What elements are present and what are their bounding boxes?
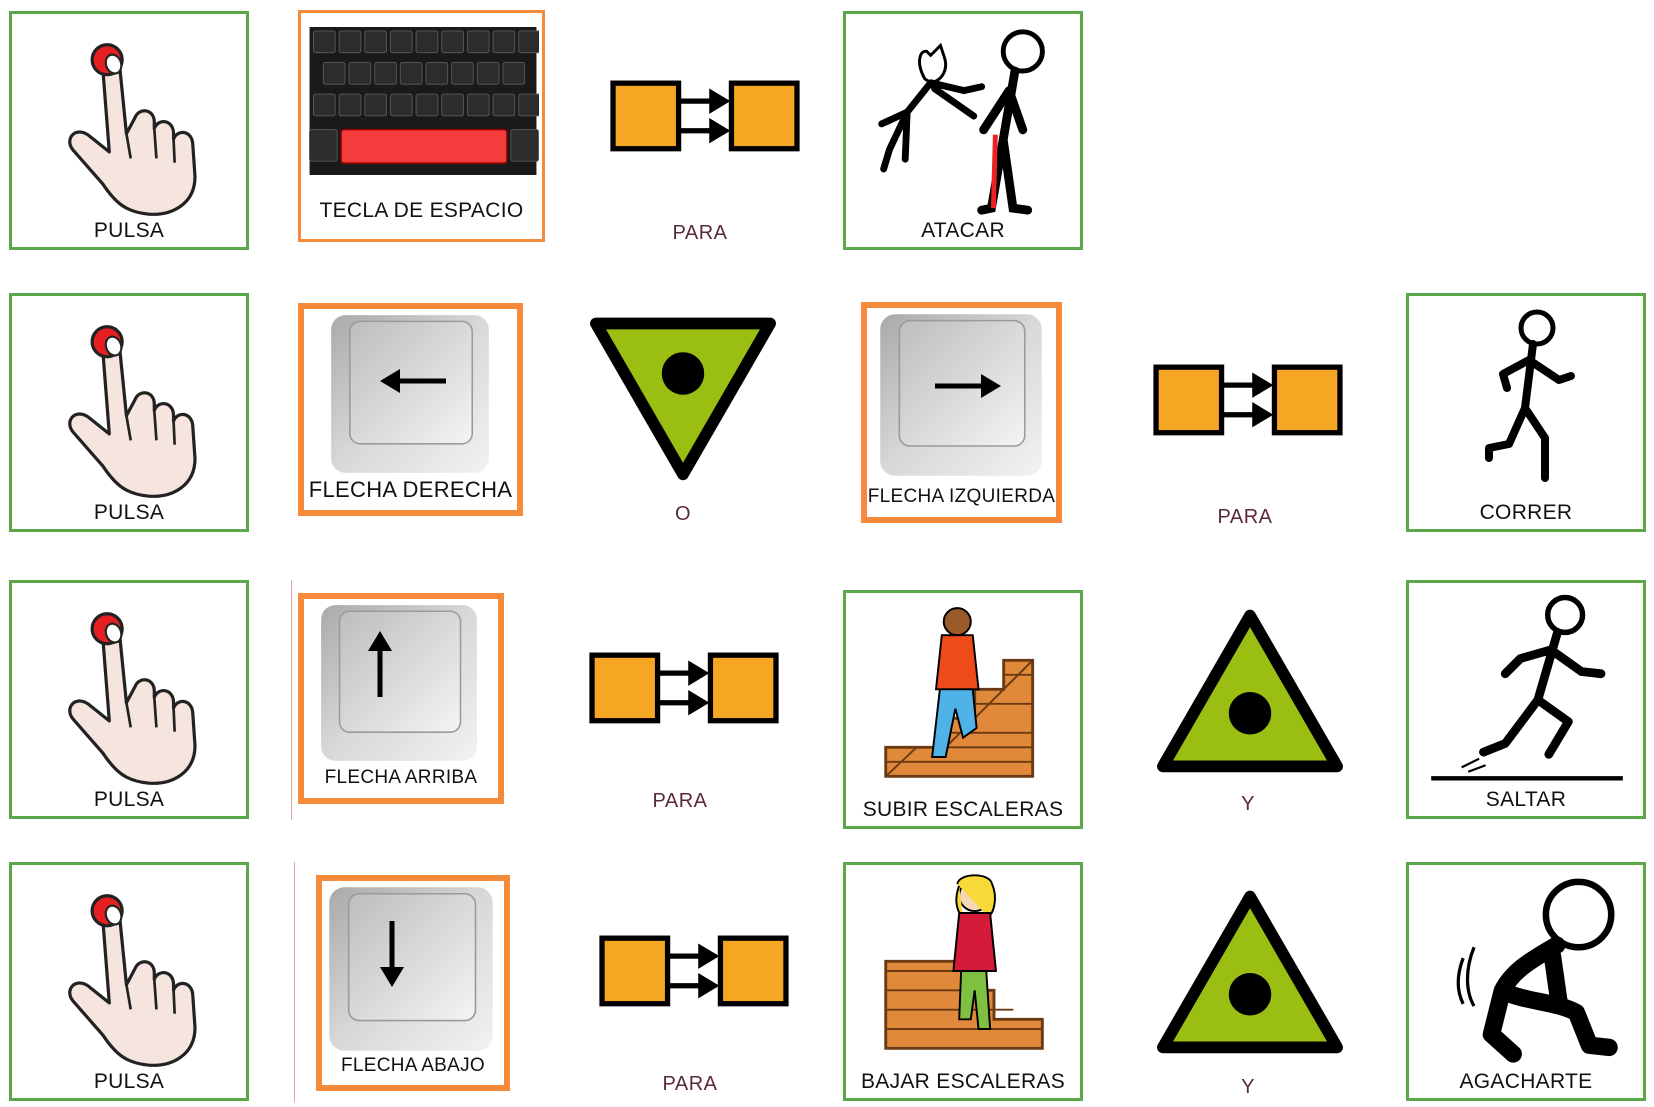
connector-item: PARA — [1145, 362, 1345, 532]
card-label: ATACAR — [921, 219, 1005, 242]
and-label: Y — [1241, 793, 1255, 815]
or-label: O — [674, 503, 692, 525]
descending-stairs-icon — [878, 873, 1052, 1069]
result-card: CORRER — [1406, 293, 1646, 532]
and-label: Y — [1241, 1076, 1255, 1098]
arrow-right-glyph-icon — [935, 374, 1001, 398]
connector-item: PARA — [600, 78, 800, 248]
divider-line — [294, 862, 295, 1102]
arrow-up-glyph-icon — [368, 631, 392, 697]
action-card: PULSA — [9, 11, 249, 250]
climbing-stairs-icon — [878, 601, 1052, 797]
key-card: FLECHA IZQUIERDA — [861, 302, 1062, 523]
keyboard-spacebar-icon — [307, 27, 539, 175]
key-card: FLECHA ARRIBA — [298, 593, 504, 804]
result-card: BAJAR ESCALERAS — [843, 862, 1083, 1101]
attack-icon — [866, 20, 1062, 220]
divider-line — [291, 580, 292, 820]
para-connector-icon — [607, 80, 803, 154]
result-card: ATACAR — [843, 11, 1083, 250]
running-icon — [1459, 306, 1599, 490]
card-label: FLECHA ARRIBA — [324, 767, 478, 788]
and-triangle-icon — [1152, 888, 1348, 1058]
card-label: PULSA — [93, 219, 165, 242]
arrow-left-glyph-icon — [380, 369, 446, 393]
connector-item: PARA — [590, 933, 790, 1103]
card-label: BAJAR ESCALERAS — [860, 1070, 1066, 1093]
card-label: PULSA — [93, 1070, 165, 1093]
key-card: FLECHA DERECHA — [298, 303, 523, 516]
arrow-down-glyph-icon — [380, 921, 404, 987]
connector-item: PARA — [580, 650, 780, 820]
card-label: FLECHA IZQUIERDA — [867, 486, 1056, 507]
and-triangle-icon — [1152, 607, 1348, 777]
crouching-icon — [1437, 871, 1633, 1067]
and-item: Y — [1150, 888, 1346, 1103]
para-connector-icon — [596, 935, 792, 1009]
para-connector-icon — [1150, 364, 1346, 438]
finger-press-icon — [60, 597, 210, 787]
para-connector-icon — [586, 652, 782, 726]
connector-label: PARA — [662, 1073, 718, 1095]
connector-label: PARA — [652, 790, 708, 812]
card-label: CORRER — [1479, 501, 1573, 524]
card-label: SUBIR ESCALERAS — [862, 798, 1064, 821]
card-label: FLECHA ABAJO — [340, 1055, 486, 1076]
card-label: FLECHA DERECHA — [308, 477, 513, 502]
and-item: Y — [1150, 607, 1346, 827]
finger-press-icon — [60, 310, 210, 500]
card-label: SALTAR — [1485, 788, 1567, 811]
card-label: TECLA DE ESPACIO — [319, 199, 524, 222]
key-card: TECLA DE ESPACIO — [298, 10, 545, 242]
card-label: PULSA — [93, 788, 165, 811]
key-card: FLECHA ABAJO — [316, 875, 510, 1091]
finger-press-icon — [60, 28, 210, 218]
arrow-down-key-icon — [324, 883, 498, 1055]
card-label: AGACHARTE — [1459, 1070, 1593, 1093]
connector-label: PARA — [672, 222, 728, 244]
card-label: PULSA — [93, 501, 165, 524]
or-item: O — [585, 315, 781, 535]
jumping-icon — [1429, 591, 1625, 787]
finger-press-icon — [60, 879, 210, 1069]
connector-label: PARA — [1217, 506, 1273, 528]
or-triangle-icon — [585, 315, 781, 485]
arrow-up-key-icon — [316, 601, 482, 765]
result-card: SUBIR ESCALERAS — [843, 590, 1083, 829]
result-card: SALTAR — [1406, 580, 1646, 819]
action-card: PULSA — [9, 293, 249, 532]
action-card: PULSA — [9, 580, 249, 819]
result-card: AGACHARTE — [1406, 862, 1646, 1101]
action-card: PULSA — [9, 862, 249, 1101]
